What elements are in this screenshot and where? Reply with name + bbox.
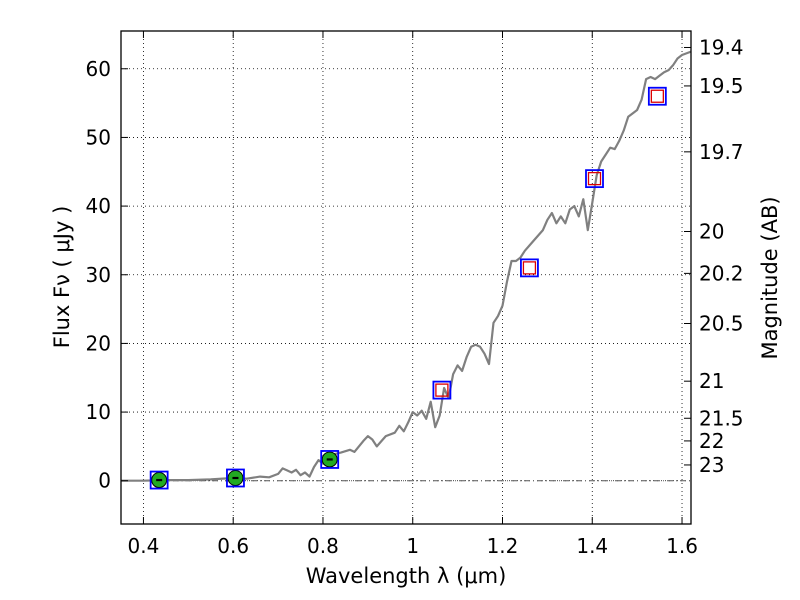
- y2-tick-label: 20: [699, 219, 724, 243]
- spectrum-line: [121, 50, 692, 482]
- grid-lines: [121, 31, 691, 524]
- series-layer: [121, 50, 692, 490]
- model-point-red: [522, 261, 537, 275]
- y2-tick-label: 21: [699, 369, 724, 393]
- model-point-blue: [585, 169, 604, 189]
- model-point-blue: [647, 86, 667, 106]
- y2-tick-label: 21.5: [699, 406, 744, 430]
- y2-tick-label: 22: [699, 429, 724, 453]
- x-tick-label: 0.6: [217, 534, 249, 558]
- y-tick-label: 50: [86, 125, 111, 149]
- axis-ticks: 0.4 0.6 0.8 1 1.2 1.4 1.6 0 10 20 30 40 50 60 19.4 19.5…: [86, 31, 744, 558]
- y-tick-label: 40: [86, 194, 111, 218]
- x-tick-label: 1.6: [666, 534, 698, 558]
- y2-tick-label: 20.5: [699, 312, 744, 336]
- y-tick-label: 10: [86, 400, 111, 424]
- y-tick-label: 20: [86, 331, 111, 355]
- x-tick-label: 1: [406, 534, 419, 558]
- y-tick-label: 60: [86, 57, 111, 81]
- y2-tick-label: 19.4: [699, 35, 744, 59]
- x-tick-label: 1.4: [576, 534, 608, 558]
- model-point-red: [587, 171, 602, 186]
- y2-axis-label: Magnitude (AB): [758, 196, 782, 359]
- y2-tick-label: 19.5: [699, 74, 744, 98]
- y-tick-label: 0: [98, 469, 111, 493]
- model-point-red: [650, 89, 664, 103]
- y-axis-label: Flux Fν ( μJy ): [50, 206, 74, 349]
- plot-frame: [120, 30, 692, 525]
- x-tick-label: 0.4: [128, 534, 160, 558]
- model-point-blue: [432, 380, 452, 400]
- model-point-blue: [226, 468, 245, 488]
- model-point-red: [435, 383, 449, 397]
- model-point-blue: [149, 470, 169, 490]
- y2-tick-label: 19.7: [699, 140, 744, 164]
- y2-tick-label: 20.2: [699, 261, 744, 285]
- x-tick-label: 1.2: [487, 534, 519, 558]
- model-point-blue: [520, 258, 539, 278]
- x-axis-label: Wavelength λ (μm): [306, 564, 507, 588]
- y2-tick-label: 23: [699, 453, 724, 477]
- y-tick-label: 30: [86, 263, 111, 287]
- x-tick-label: 0.8: [307, 534, 339, 558]
- model-point-blue: [320, 450, 340, 469]
